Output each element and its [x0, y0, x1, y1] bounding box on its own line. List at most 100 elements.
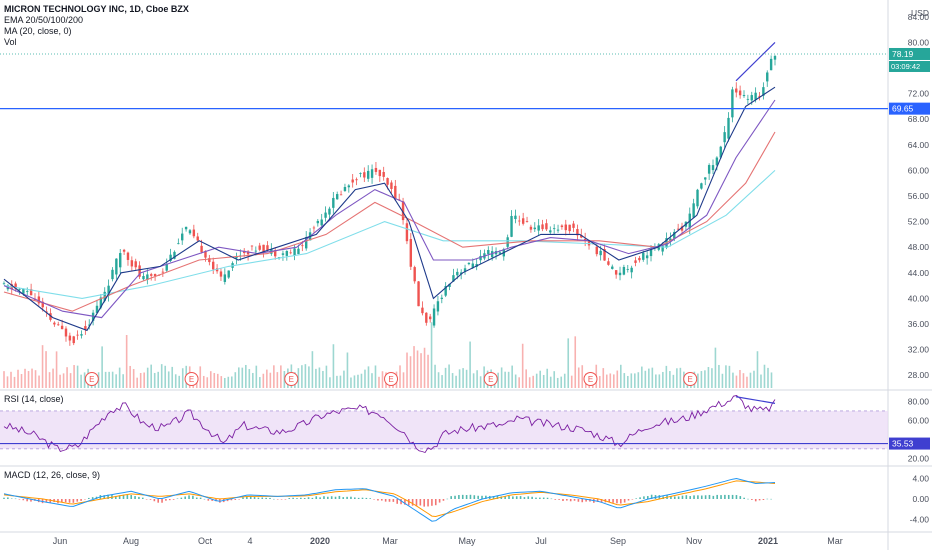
macd-histogram-bar: [431, 499, 433, 506]
ma-legend[interactable]: MA (20, close, 0): [4, 26, 72, 36]
volume-bar: [672, 374, 675, 388]
candle-body: [607, 261, 610, 265]
macd-histogram-bar: [577, 499, 580, 502]
candle-body: [401, 201, 405, 221]
candle-body: [53, 322, 56, 325]
macd-pane: [3, 477, 776, 522]
macd-tick-label: 4.00: [912, 473, 929, 483]
candle-body: [150, 274, 153, 276]
rsi-legend[interactable]: RSI (14, close): [4, 394, 64, 404]
candle-body: [762, 87, 765, 96]
time-axis-label: 2020: [310, 536, 330, 546]
price-trendline: [735, 41, 776, 82]
candle-body: [208, 258, 211, 263]
time-axis-label: Oct: [198, 536, 213, 546]
volume-bar: [462, 368, 464, 388]
earnings-circle: [583, 372, 598, 386]
volume-bar: [535, 373, 538, 388]
volume-bars: [3, 322, 773, 388]
candle-body: [355, 179, 358, 181]
macd-histogram-bar: [400, 499, 402, 505]
time-axis-label: Sep: [610, 536, 626, 546]
volume-bar: [336, 375, 338, 388]
macd-histogram-bar: [265, 497, 267, 499]
macd-histogram-bar: [327, 496, 329, 499]
volume-bar: [399, 365, 401, 388]
candle-body: [363, 172, 366, 178]
macd-histogram-bar: [334, 496, 337, 499]
macd-histogram-bar: [446, 498, 449, 500]
volume-bar: [143, 372, 145, 388]
candle-body: [68, 335, 72, 341]
volume-bar: [721, 373, 724, 388]
candle-body: [661, 245, 664, 252]
volume-bar: [178, 375, 181, 388]
time-axis-label: May: [458, 536, 476, 546]
candle-body: [440, 297, 444, 299]
ema20-line: [3, 86, 776, 332]
volume-bar: [157, 371, 159, 388]
macd-histogram-bar: [141, 497, 144, 499]
volume-bar: [13, 376, 16, 388]
macd-histogram-bar: [172, 499, 175, 500]
volume-bar: [697, 373, 699, 388]
candle-body: [696, 189, 699, 207]
symbol-title[interactable]: MICRON TECHNOLOGY INC, 1D, Cboe BZX: [4, 4, 189, 14]
volume-bar: [304, 364, 307, 388]
volume-bar: [332, 344, 335, 388]
volume-bar: [115, 374, 117, 388]
candle-body: [37, 296, 41, 304]
volume-bar: [297, 368, 300, 388]
macd-histogram-bar: [211, 499, 213, 501]
candle-body: [746, 98, 750, 100]
candle-body: [134, 261, 137, 268]
volume-bar: [644, 370, 647, 388]
candle-body: [549, 230, 552, 233]
macd-histogram-bar: [770, 498, 772, 500]
macd-histogram-bar: [342, 497, 345, 499]
macd-histogram-bar: [373, 499, 375, 500]
candle-body: [72, 336, 75, 344]
macd-histogram-bar: [3, 497, 5, 499]
volume-bar: [637, 372, 640, 388]
candle-body: [552, 228, 556, 230]
macd-histogram-bar: [377, 499, 379, 501]
volume-bar: [542, 374, 545, 388]
volume-bar: [609, 373, 612, 388]
candle-body: [142, 276, 145, 280]
macd-histogram-bar: [465, 495, 468, 499]
price-tick-label: 56.00: [908, 191, 930, 201]
candle-body: [421, 307, 424, 314]
candle-body: [514, 215, 517, 220]
volume-bar: [83, 372, 86, 388]
macd-histogram-bar: [199, 497, 202, 499]
candle-body: [735, 88, 738, 93]
volume-bar: [532, 375, 534, 388]
ema-legend[interactable]: EMA 20/50/100/200: [4, 15, 84, 25]
macd-histogram-bar: [585, 499, 587, 502]
macd-histogram-bar: [149, 499, 152, 500]
countdown-text: 03:09:42: [891, 62, 920, 71]
candle-body: [630, 267, 633, 273]
macd-legend[interactable]: MACD (12, 26, close, 9): [4, 470, 101, 480]
volume-bar: [441, 375, 443, 388]
candle-body: [219, 271, 223, 277]
earnings-marker: E: [384, 372, 399, 386]
volume-legend[interactable]: Vol: [4, 37, 17, 47]
volume-bar: [41, 345, 44, 388]
volume-bar: [322, 370, 324, 388]
candle-body: [343, 187, 347, 192]
volume-bar: [318, 367, 321, 388]
candle-body: [115, 258, 118, 275]
macd-histogram-bar: [145, 499, 148, 500]
rsi-band: [0, 410, 888, 449]
macd-histogram-bar: [558, 499, 560, 500]
candle-body: [305, 237, 308, 249]
macd-histogram-bar: [246, 496, 248, 499]
candle-body: [704, 177, 707, 180]
candle-body: [80, 334, 83, 336]
rsi-tick-label: 80.00: [908, 396, 930, 406]
candle-body: [45, 311, 48, 313]
macd-histogram-bar: [130, 495, 133, 499]
